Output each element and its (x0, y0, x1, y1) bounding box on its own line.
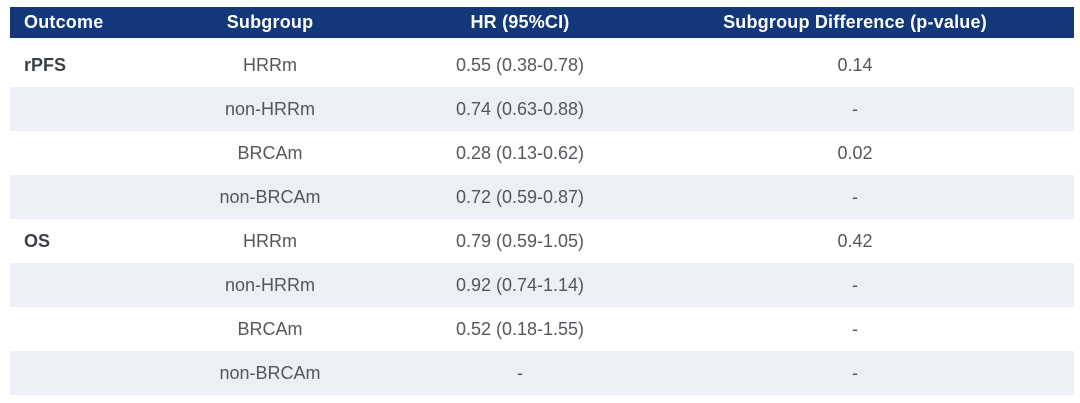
outcome-cell (10, 307, 160, 351)
table-row: rPFS HRRm 0.55 (0.38-0.78) 0.14 (10, 40, 1074, 87)
diff-cell: 0.02 (660, 131, 1074, 175)
diff-cell: - (660, 87, 1074, 131)
column-header-subgroup: Subgroup (160, 7, 380, 43)
header-row: Outcome Subgroup HR (95%CI) Subgroup Dif… (10, 7, 1074, 43)
diff-cell: - (660, 351, 1074, 395)
subgroup-cell: non-BRCAm (160, 175, 380, 219)
diff-cell: - (660, 263, 1074, 307)
subgroup-cell: non-HRRm (160, 87, 380, 131)
table-row: non-HRRm 0.92 (0.74-1.14) - (10, 263, 1074, 307)
subgroup-cell: non-HRRm (160, 263, 380, 307)
hr-cell: 0.52 (0.18-1.55) (380, 307, 660, 351)
outcome-cell: rPFS (10, 40, 160, 87)
column-header-diff: Subgroup Difference (p-value) (660, 7, 1074, 43)
diff-cell: - (660, 175, 1074, 219)
table-row: BRCAm 0.52 (0.18-1.55) - (10, 307, 1074, 351)
hr-cell: 0.74 (0.63-0.88) (380, 87, 660, 131)
outcome-cell: OS (10, 219, 160, 263)
hr-cell: 0.79 (0.59-1.05) (380, 219, 660, 263)
outcome-cell (10, 263, 160, 307)
outcome-cell (10, 87, 160, 131)
subgroup-cell: BRCAm (160, 307, 380, 351)
subgroup-cell: HRRm (160, 219, 380, 263)
outcome-cell (10, 351, 160, 395)
subgroup-cell: non-BRCAm (160, 351, 380, 395)
results-table: Outcome Subgroup HR (95%CI) Subgroup Dif… (10, 7, 1074, 395)
table-body: rPFS HRRm 0.55 (0.38-0.78) 0.14 non-HRRm… (10, 40, 1074, 395)
hr-cell: 0.55 (0.38-0.78) (380, 40, 660, 87)
hr-cell: 0.92 (0.74-1.14) (380, 263, 660, 307)
column-header-hr: HR (95%CI) (380, 7, 660, 43)
diff-cell: 0.14 (660, 40, 1074, 87)
outcome-cell (10, 131, 160, 175)
subgroup-cell: BRCAm (160, 131, 380, 175)
diff-cell: 0.42 (660, 219, 1074, 263)
column-header-outcome: Outcome (10, 7, 160, 43)
table-row: non-BRCAm - - (10, 351, 1074, 395)
table-row: non-BRCAm 0.72 (0.59-0.87) - (10, 175, 1074, 219)
table-header: Outcome Subgroup HR (95%CI) Subgroup Dif… (10, 7, 1074, 43)
hr-cell: 0.72 (0.59-0.87) (380, 175, 660, 219)
hr-cell: 0.28 (0.13-0.62) (380, 131, 660, 175)
table-row: BRCAm 0.28 (0.13-0.62) 0.02 (10, 131, 1074, 175)
hr-cell: - (380, 351, 660, 395)
table-row: non-HRRm 0.74 (0.63-0.88) - (10, 87, 1074, 131)
outcome-cell (10, 175, 160, 219)
table-row: OS HRRm 0.79 (0.59-1.05) 0.42 (10, 219, 1074, 263)
diff-cell: - (660, 307, 1074, 351)
subgroup-cell: HRRm (160, 40, 380, 87)
